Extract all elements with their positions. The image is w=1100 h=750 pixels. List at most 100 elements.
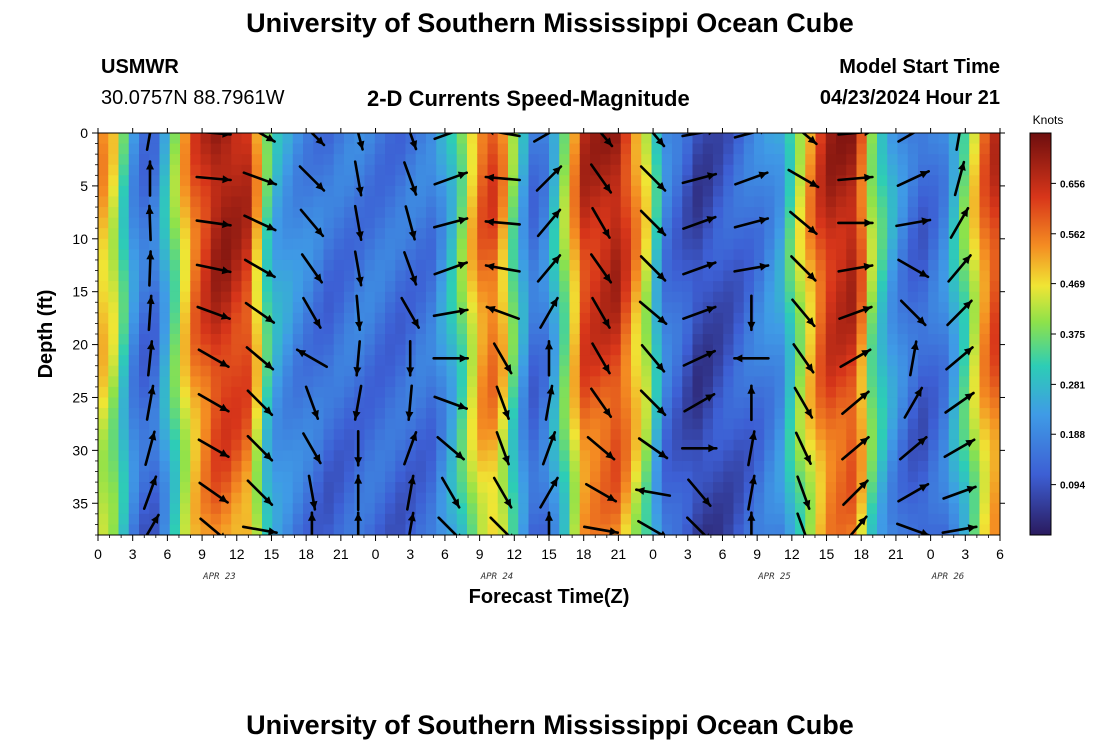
heatmap-cell	[251, 207, 263, 219]
heatmap-cell	[313, 185, 325, 198]
heatmap-cell	[405, 185, 417, 198]
heatmap-cell	[620, 408, 632, 420]
heatmap-cell	[477, 270, 489, 282]
heatmap-cell	[241, 133, 253, 145]
heatmap-cell	[128, 429, 140, 441]
heatmap-cell	[426, 238, 437, 250]
heatmap-cell	[795, 450, 806, 462]
heatmap-cell	[764, 355, 776, 367]
heatmap-cell	[651, 397, 663, 409]
heatmap-cell	[825, 460, 837, 473]
heatmap-cell	[620, 513, 632, 526]
heatmap-cell	[774, 397, 786, 409]
heatmap-cell	[641, 365, 653, 377]
heatmap-cell	[364, 418, 376, 430]
heatmap-cell	[692, 133, 704, 145]
heatmap-cell	[415, 291, 427, 303]
heatmap-cell	[241, 397, 253, 409]
heatmap-cell	[620, 524, 632, 535]
heatmap-cell	[692, 196, 704, 208]
heatmap-cell	[989, 185, 1000, 198]
heatmap-cell	[702, 312, 714, 325]
heatmap-cell	[836, 143, 847, 155]
heatmap-cell	[559, 291, 571, 303]
heatmap-cell	[385, 164, 396, 176]
heatmap-cell	[631, 503, 642, 515]
heatmap-cell	[928, 238, 940, 250]
heatmap-cell	[415, 143, 427, 155]
heatmap-cell	[538, 323, 550, 335]
heatmap-cell	[385, 217, 396, 229]
heatmap-cell	[877, 270, 888, 282]
current-vector	[404, 205, 417, 241]
heatmap-cell	[733, 429, 745, 441]
heatmap-cell	[672, 175, 683, 187]
heatmap-cell	[333, 185, 345, 198]
heatmap-cell	[374, 492, 386, 504]
heatmap-cell	[231, 450, 243, 462]
heatmap-cell	[231, 460, 243, 473]
heatmap-cell	[795, 291, 806, 303]
current-vector	[243, 214, 277, 232]
heatmap-cell	[436, 281, 448, 293]
heatmap-cell	[415, 238, 427, 250]
heatmap-cell	[713, 143, 724, 155]
heatmap-cell	[128, 281, 140, 293]
heatmap-cell	[887, 513, 899, 526]
heatmap-cell	[118, 492, 130, 504]
heatmap-cell	[354, 429, 366, 441]
heatmap-cell	[948, 471, 960, 483]
heatmap-cell	[149, 460, 161, 473]
heatmap-cell	[702, 397, 714, 409]
heatmap-cell	[723, 270, 735, 282]
heatmap-cell	[190, 312, 202, 325]
heatmap-cell	[631, 238, 642, 250]
heatmap-cell	[251, 249, 263, 261]
heatmap-cell	[764, 439, 776, 451]
heatmap-cell	[836, 185, 847, 198]
heatmap-cell	[579, 524, 591, 535]
heatmap-cell	[774, 450, 786, 462]
x-tick-label: 3	[406, 546, 414, 562]
heatmap-cell	[743, 376, 755, 388]
heatmap-cell	[364, 492, 376, 504]
current-vector	[949, 206, 970, 239]
heatmap-cell	[262, 386, 273, 399]
y-tick-label: 20	[72, 337, 88, 353]
heatmap-cell	[292, 524, 304, 535]
current-vector	[145, 204, 154, 242]
heatmap-cell	[487, 503, 499, 515]
heatmap-cell	[784, 513, 796, 526]
heatmap-cell	[610, 323, 622, 335]
heatmap-cell	[877, 302, 888, 314]
heatmap-cell	[395, 503, 407, 515]
heatmap-cell	[682, 196, 694, 208]
heatmap-cell	[877, 365, 888, 377]
heatmap-cell	[98, 291, 109, 303]
heatmap-cell	[631, 228, 642, 240]
heatmap-cell	[108, 408, 120, 420]
heatmap-cell	[948, 291, 960, 303]
heatmap-cell	[180, 334, 191, 346]
heatmap-cell	[231, 238, 243, 250]
heatmap-cell	[887, 492, 899, 504]
heatmap-cell	[651, 408, 663, 420]
heatmap-cell	[579, 259, 591, 272]
heatmap-cell	[579, 228, 591, 240]
heatmap-cell	[159, 323, 171, 335]
heatmap-cell	[272, 397, 284, 409]
heatmap-cell	[938, 164, 950, 176]
heatmap-cell	[538, 408, 550, 420]
heatmap-cell	[108, 450, 120, 462]
heatmap-cell	[784, 429, 796, 441]
heatmap-cell	[272, 143, 284, 155]
heatmap-cell	[190, 460, 202, 473]
heatmap-cell	[518, 133, 530, 145]
heatmap-cell	[415, 471, 427, 483]
heatmap-cell	[518, 312, 530, 325]
x-tick-label: 21	[888, 546, 904, 562]
heatmap-cell	[231, 471, 243, 483]
heatmap-cell	[210, 133, 222, 145]
heatmap-cell	[231, 228, 243, 240]
heatmap-cell	[374, 429, 386, 441]
